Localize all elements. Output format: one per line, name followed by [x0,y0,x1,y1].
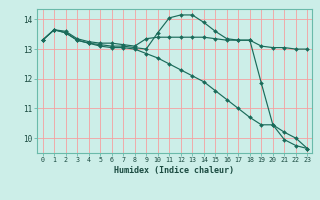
X-axis label: Humidex (Indice chaleur): Humidex (Indice chaleur) [115,166,234,175]
